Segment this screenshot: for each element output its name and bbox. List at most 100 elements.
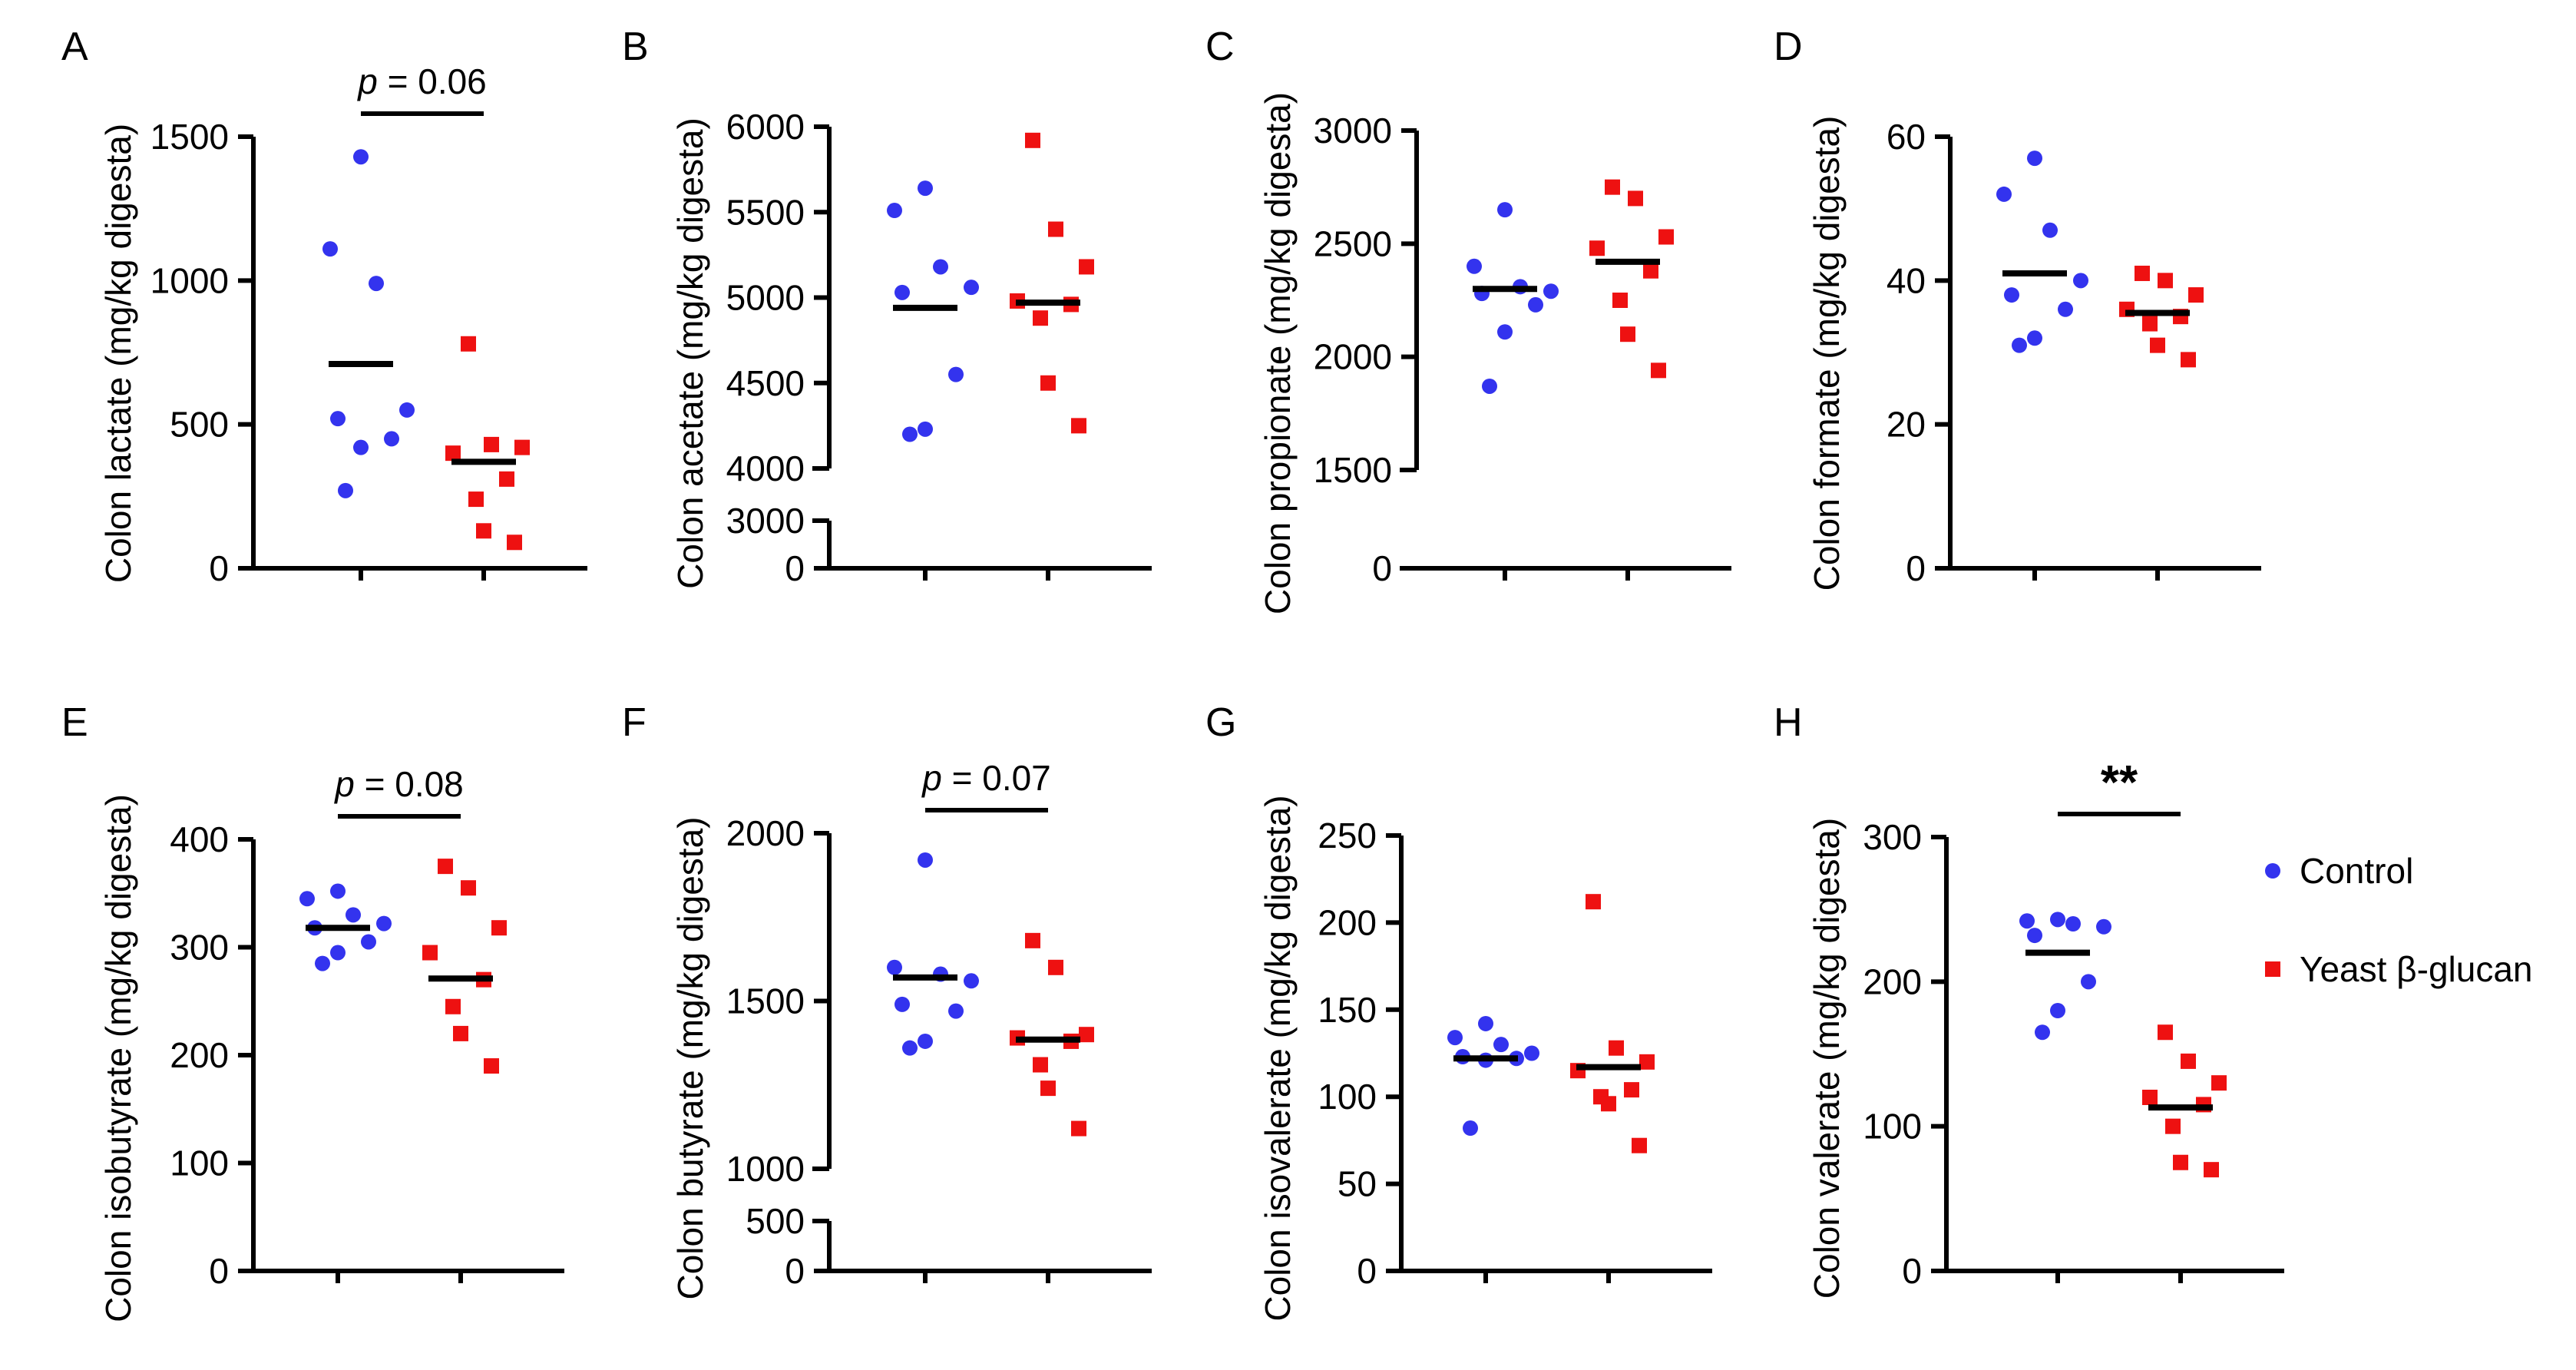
yeast-point — [1658, 229, 1674, 245]
control-point — [902, 426, 918, 442]
yeast-point — [1620, 326, 1635, 342]
control-point — [894, 996, 910, 1012]
control-point — [353, 439, 369, 455]
panel-a: A 0 500 1000 1500 Colon lactate (mg/kg digest… — [61, 25, 587, 588]
control-point — [1478, 1015, 1493, 1031]
y-axis-label: Colon formate (mg/kg digesta) — [1807, 116, 1847, 591]
y-tick-label: 3000 — [1314, 111, 1392, 151]
control-point — [2073, 273, 2088, 289]
control-point — [2050, 912, 2065, 928]
yeast-point — [2204, 1162, 2219, 1178]
control-point — [376, 915, 392, 932]
yeast-point — [2150, 337, 2165, 353]
y-tick-label: 6000 — [726, 107, 805, 147]
control-point — [1524, 1045, 1539, 1061]
yeast-point — [1632, 1137, 1647, 1153]
yeast-point — [461, 336, 476, 352]
panel-b: B 0 3000 4000 4500 5000 5500 6000 Colon acetate … — [622, 25, 1152, 589]
control-point — [1463, 1120, 1478, 1137]
control-point — [933, 259, 948, 275]
control-point — [1996, 186, 2012, 202]
y-tick-label: 2000 — [726, 813, 805, 853]
y-tick-label: 400 — [170, 819, 229, 859]
panel-letter: C — [1205, 25, 1235, 69]
control-point — [887, 959, 902, 975]
panel-letter: D — [1774, 25, 1803, 69]
legend: Control Yeast β-glucan — [2265, 851, 2533, 989]
panel-letter: B — [622, 25, 649, 69]
y-tick-label: 200 — [1863, 961, 1922, 1001]
y-axis-label: Colon isobutyrate (mg/kg digesta) — [98, 794, 138, 1322]
y-tick-label: 500 — [170, 405, 229, 445]
y-tick-label: 250 — [1318, 816, 1377, 855]
p-symbol: p — [333, 764, 364, 804]
y-tick-label: 0 — [785, 1251, 805, 1291]
yeast-point — [1589, 240, 1605, 256]
y-tick-label: 4500 — [726, 363, 805, 403]
y-tick-label: 3000 — [726, 501, 805, 541]
y-tick-label: 2000 — [1314, 337, 1392, 377]
yeast-point — [1040, 375, 1056, 391]
yeast-point — [2181, 1053, 2196, 1069]
y-tick-label: 40 — [1887, 260, 1926, 300]
y-tick-label: 1500 — [726, 981, 805, 1021]
y-tick-label: 50 — [1338, 1164, 1377, 1204]
yeast-point — [1079, 1027, 1094, 1043]
legend-yeast-marker — [2265, 961, 2280, 977]
y-tick-label: 1500 — [150, 117, 229, 157]
p-symbol: p — [921, 758, 951, 798]
control-point — [1543, 283, 1559, 299]
control-point — [353, 149, 369, 165]
control-point — [887, 203, 902, 219]
y-tick-label: 1000 — [726, 1149, 805, 1189]
legend-control-marker — [2265, 863, 2280, 879]
panel-d: D 0 20 40 60 Colon formate (mg/kg digesta) — [1774, 25, 2261, 591]
control-point — [315, 955, 330, 971]
yeast-point — [1643, 263, 1658, 279]
y-tick-label: 200 — [170, 1035, 229, 1075]
yeast-point — [1025, 932, 1040, 948]
control-point — [2096, 918, 2111, 935]
control-point — [918, 421, 933, 437]
yeast-point — [1609, 1040, 1624, 1056]
control-point — [894, 284, 910, 300]
control-point — [1497, 202, 1513, 218]
yeast-point — [1033, 310, 1048, 326]
control-point — [2035, 1024, 2050, 1041]
yeast-point — [514, 439, 530, 455]
yeast-point — [461, 880, 476, 896]
control-point — [2027, 330, 2042, 346]
y-tick-label: 100 — [170, 1143, 229, 1183]
p-value-text: = 0.07 — [952, 758, 1051, 798]
yeast-point — [1639, 1054, 1655, 1070]
yeast-point — [507, 534, 522, 551]
control-point — [2042, 222, 2058, 238]
yeast-point — [453, 1025, 468, 1041]
control-point — [1493, 1037, 1509, 1053]
yeast-point — [2158, 1024, 2173, 1041]
control-point — [2027, 151, 2042, 167]
control-point — [2019, 913, 2035, 929]
y-tick-label: 150 — [1318, 990, 1377, 1030]
panel-letter: F — [622, 700, 646, 745]
yeast-point — [1071, 418, 1086, 434]
control-point — [948, 366, 964, 382]
y-tick-label: 0 — [1902, 1251, 1922, 1291]
panel-g: G 0 50 100 150 200 250 Colon isovalerate (mg/kg… — [1205, 700, 1712, 1322]
control-point — [2012, 337, 2027, 353]
yeast-point — [2135, 265, 2150, 281]
control-point — [2065, 916, 2081, 932]
yeast-point — [1033, 1057, 1048, 1073]
y-tick-label: 5000 — [726, 278, 805, 318]
yeast-point — [491, 920, 507, 936]
y-axis-label: Colon butyrate (mg/kg digesta) — [670, 817, 710, 1300]
y-tick-label: 5500 — [726, 192, 805, 232]
yeast-point — [1079, 259, 1094, 275]
control-point — [2004, 287, 2019, 303]
y-tick-label: 0 — [785, 548, 805, 588]
y-tick-label: 20 — [1887, 405, 1926, 445]
control-point — [1467, 258, 1482, 274]
yeast-point — [1612, 293, 1628, 308]
yeast-point — [2173, 1154, 2188, 1170]
